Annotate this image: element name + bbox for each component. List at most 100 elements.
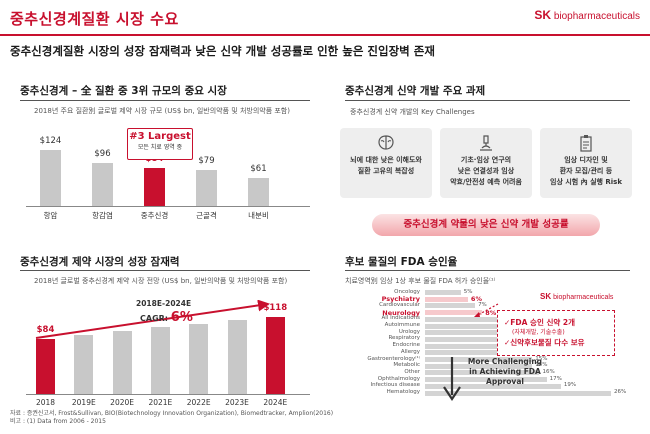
growth-category-label: 2018 — [35, 398, 56, 407]
fda-note-arrow — [474, 303, 499, 317]
callout-title: #3 Largest — [129, 131, 191, 142]
fda-heading: 후보 물질의 FDA 승인율 — [345, 256, 458, 268]
challenges-divider — [345, 100, 630, 101]
fda-bar — [425, 330, 504, 336]
growth-category-label: 2022E — [186, 398, 211, 407]
fda-note-box: ✓FDA 승인 신약 2개 (자체개발, 기술수출) ✓신약후보물질 다수 보유 — [497, 310, 615, 356]
fda-bar — [425, 357, 533, 362]
page-subtitle: 중추신경계질환 시장의 성장 잠재력과 낮은 신약 개발 성공률로 인한 높은 … — [10, 44, 435, 58]
fda-bar — [425, 316, 497, 322]
logo-text: biopharmaceuticals — [553, 11, 640, 22]
growth-category-label: 2019E — [71, 398, 96, 407]
callout-subtitle: 모든 치료 영역 중 — [137, 144, 183, 151]
fda-note-line1: ✓FDA 승인 신약 2개 — [504, 318, 575, 327]
growth-subtitle: 2018년 글로벌 중추신경계 제약 시장 전망 (US$ bn, 일반의약품 … — [34, 277, 288, 285]
fda-bar — [425, 370, 540, 376]
growth-baseline — [26, 394, 310, 395]
challenge-trial-line1: 임상 디자인 및 — [564, 156, 608, 164]
fda-value-label: 8% — [485, 308, 497, 317]
fda-bar — [425, 377, 547, 383]
fda-value-label: 6% — [470, 295, 482, 304]
fda-category-label: Allergy — [400, 348, 420, 355]
growth-value-label: $84 — [36, 325, 55, 336]
cagr-range: 2018E-2024E — [136, 299, 192, 308]
fda-logo-sk: SK — [540, 292, 552, 301]
growth-bar — [74, 335, 94, 394]
microscope-icon — [480, 135, 492, 151]
largest-callout: #3 Largest 모든 치료 영역 중 — [127, 128, 193, 160]
fda-bar — [425, 296, 468, 302]
fda-category-label: Psychiatry — [381, 295, 420, 304]
market-value-label: $79 — [198, 156, 215, 167]
market-bar — [248, 178, 269, 206]
growth-arrow — [35, 300, 270, 339]
fda-value-label: 19% — [563, 382, 577, 389]
fda-category-label: Respiratory — [388, 335, 420, 342]
market-baseline — [26, 206, 310, 207]
fda-note-line1-sub: (자체개발, 기술수출) — [512, 329, 565, 336]
fda-challenge-text: More Challenging in Achieving FDA Approv… — [467, 357, 543, 386]
growth-divider — [20, 270, 310, 271]
challenge-box-trial: 임상 디자인 및 환자 모집/관리 등 임상 시험 內 실행 Risk — [540, 128, 632, 198]
fda-bar — [425, 350, 533, 356]
challenges-subtitle: 중추신경계 신약 개발의 Key Challenges — [350, 108, 475, 116]
market-value-label: $124 — [39, 136, 62, 146]
growth-bar — [265, 317, 285, 394]
market-size-heading: 중추신경계 – 全 질환 중 3위 규모의 중요 시장 — [20, 85, 227, 97]
success-rate-banner: 중추신경계 약물의 낮은 신약 개발 성공률 — [372, 214, 600, 236]
growth-value-label: $118 — [263, 303, 288, 313]
source-footer: 자료 : 증권신고서, Frost&Sullivan, BIO(Biotechn… — [10, 410, 333, 426]
market-category-label: 항감염 — [92, 211, 113, 220]
market-bar — [92, 162, 113, 206]
market-size-divider — [20, 100, 310, 101]
challenge-research-line1: 기초·임상 연구의 — [460, 156, 512, 164]
cagr-label: CAGR: — [140, 314, 168, 323]
fda-value-label: 17% — [549, 375, 562, 382]
fda-subtitle: 치료영역別 임상 1상 후보 물질 FDA 허가 승인율⁽¹⁾ — [345, 277, 496, 285]
market-bar — [196, 170, 217, 206]
growth-bar — [36, 339, 55, 394]
fda-bar — [425, 383, 561, 389]
title-divider — [0, 34, 650, 36]
fda-category-label: Metabolic — [393, 362, 420, 369]
page-title: 중추신경계질환 시장 수요 — [10, 10, 179, 28]
challenge-brain-line1: 뇌에 대한 낮은 이해도와 — [350, 156, 422, 164]
challenge-brain-line2: 질환 고유의 복잡성 — [357, 167, 415, 175]
fda-value-label: 7% — [478, 301, 487, 308]
fda-bar — [425, 390, 611, 396]
fda-value-label: 16% — [542, 368, 555, 375]
market-bar — [40, 150, 61, 206]
fda-value-label: 5% — [463, 288, 473, 295]
growth-heading: 중추신경계 제약 시장의 성장 잠재력 — [20, 256, 180, 268]
fda-bar — [425, 336, 518, 342]
brain-icon — [378, 135, 394, 150]
fda-category-label: Other — [404, 368, 420, 375]
market-category-label: 내분비 — [248, 211, 269, 220]
fda-category-label: Ophthalmology — [377, 375, 420, 382]
fda-value-label: 15% — [535, 355, 548, 362]
market-category-label: 근골격 — [196, 211, 217, 220]
growth-bar — [150, 327, 170, 394]
fda-category-label: Cardiovascular — [379, 301, 420, 308]
market-bar — [144, 168, 165, 206]
fda-logo: SK biopharmaceuticals — [540, 292, 613, 301]
challenge-research-line3: 약효/안전성 예측 어려움 — [450, 178, 522, 186]
cagr-value: 6% — [170, 310, 193, 325]
fda-category-label: Autoimmune — [384, 322, 420, 328]
challenges-heading: 중추신경계 신약 개발 주요 과제 — [345, 85, 486, 97]
logo-sk: SK — [534, 8, 552, 22]
fda-category-label: Infectious disease — [370, 382, 421, 389]
market-category-label: 중추신경 — [140, 211, 169, 220]
fda-bar — [425, 363, 533, 369]
growth-category-label: 2024E — [263, 398, 288, 407]
fda-logo-text: biopharmaceuticals — [553, 294, 614, 301]
challenge-trial-line2: 환자 모집/관리 등 — [559, 167, 613, 175]
growth-category-label: 2021E — [148, 398, 173, 407]
growth-category-label: 2020E — [110, 398, 134, 407]
fda-category-label: Oncology — [394, 288, 420, 295]
fda-category-label: Urology — [398, 328, 420, 335]
fda-bar — [425, 323, 504, 329]
market-category-label: 항암 — [43, 211, 58, 220]
